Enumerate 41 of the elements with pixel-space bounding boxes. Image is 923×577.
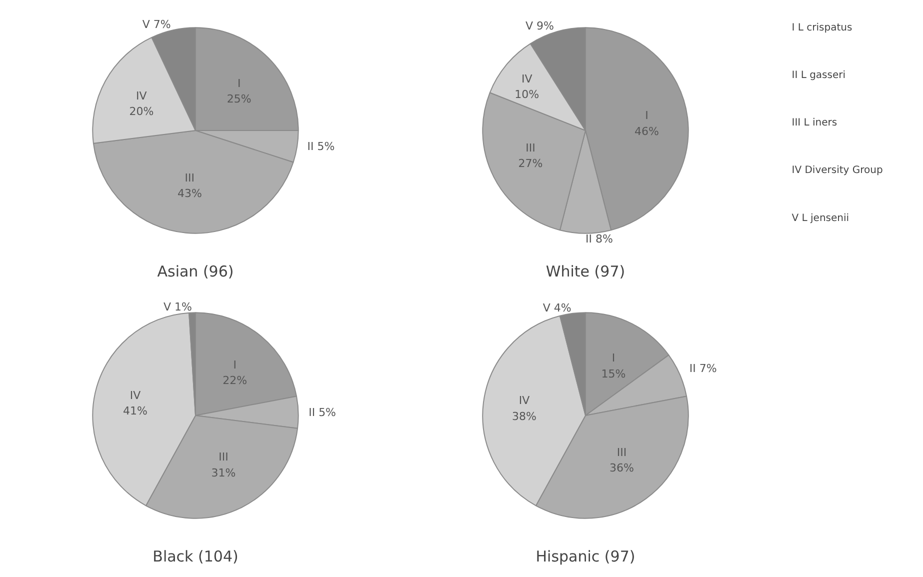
slice-label: III — [616, 446, 627, 460]
text: I L crispatus — [792, 22, 852, 34]
slice-label: III — [526, 141, 536, 154]
data-label: 31% — [211, 466, 236, 480]
slice-label: II 7% — [689, 362, 717, 376]
data-label: 43% — [177, 187, 202, 200]
data-label: 38% — [512, 410, 537, 423]
slice-label: I — [233, 358, 236, 372]
data-label: 20% — [129, 105, 154, 118]
slice-label: IV — [136, 89, 148, 102]
text: Hispanic (97) — [536, 548, 636, 566]
slice-label: V 9% — [525, 20, 554, 33]
slice-label: I — [238, 76, 241, 90]
text: II L gasseri — [792, 70, 846, 81]
data-label: 27% — [518, 157, 543, 170]
slice-label: V 1% — [163, 300, 192, 314]
text: III L iners — [792, 118, 838, 129]
text: V L jensenii — [792, 212, 850, 224]
slice-label: V 4% — [542, 301, 572, 314]
text: Asian (96) — [157, 262, 234, 280]
text: Black (104) — [152, 548, 238, 566]
slice-label: II 5% — [308, 406, 336, 419]
slice-label: II 8% — [586, 232, 613, 246]
slice-label: IV — [518, 394, 530, 408]
text: White (97) — [546, 262, 626, 280]
slice-label: IV — [521, 72, 533, 86]
data-label: 46% — [634, 124, 659, 138]
slice-label: I — [645, 109, 648, 122]
text: IV Diversity Group — [792, 165, 883, 176]
slice-label: IV — [130, 389, 142, 402]
slice-label: III — [184, 172, 195, 185]
data-label: 25% — [226, 92, 252, 106]
slice-label: I — [612, 352, 616, 365]
slice-label: II 5% — [307, 140, 335, 153]
data-label: 10% — [514, 88, 540, 102]
data-label: 41% — [123, 404, 148, 418]
data-label: 15% — [601, 367, 626, 380]
slice-label: III — [218, 450, 228, 464]
data-label: 22% — [222, 374, 248, 387]
slice-label: V 7% — [142, 18, 171, 32]
data-label: 36% — [610, 462, 634, 475]
